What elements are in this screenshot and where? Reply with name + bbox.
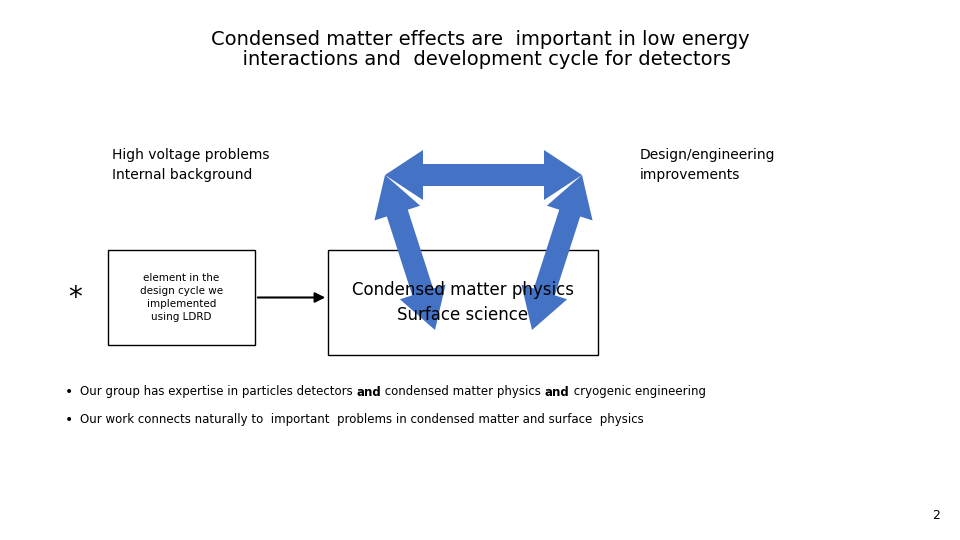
Polygon shape [385,150,582,200]
Text: High voltage problems
Internal background: High voltage problems Internal backgroun… [112,148,270,183]
Polygon shape [374,175,445,330]
Text: interactions and  development cycle for detectors: interactions and development cycle for d… [229,50,731,69]
Text: condensed matter physics: condensed matter physics [381,386,545,399]
Text: Our group has expertise in particles detectors: Our group has expertise in particles det… [80,386,356,399]
Text: •: • [65,413,73,427]
Text: 2: 2 [932,509,940,522]
Text: and: and [356,386,381,399]
Text: Condensed matter physics
Surface science: Condensed matter physics Surface science [352,281,574,324]
Text: •: • [65,385,73,399]
Text: element in the
design cycle we
implemented
using LDRD: element in the design cycle we implement… [140,273,223,322]
FancyBboxPatch shape [108,250,255,345]
FancyBboxPatch shape [328,250,598,355]
Text: *: * [68,284,82,312]
Text: Condensed matter effects are  important in low energy: Condensed matter effects are important i… [210,30,750,49]
Text: Design/engineering
improvements: Design/engineering improvements [640,148,776,183]
Text: Our work connects naturally to  important  problems in condensed matter and surf: Our work connects naturally to important… [80,414,644,427]
Text: cryogenic engineering: cryogenic engineering [569,386,706,399]
Text: and: and [545,386,569,399]
Polygon shape [521,175,592,330]
